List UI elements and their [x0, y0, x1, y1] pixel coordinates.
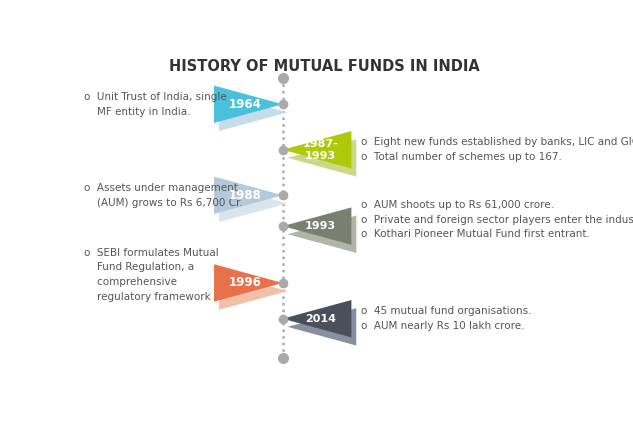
Polygon shape	[283, 131, 351, 168]
Text: 1988: 1988	[229, 189, 261, 202]
Text: o  45 mutual fund organisations.
o  AUM nearly Rs 10 lakh crore.: o 45 mutual fund organisations. o AUM ne…	[361, 306, 532, 331]
Text: 1993: 1993	[305, 221, 336, 231]
Polygon shape	[219, 273, 287, 310]
Polygon shape	[283, 208, 351, 245]
Polygon shape	[287, 308, 356, 346]
Text: o  AUM shoots up to Rs 61,000 crore.
o  Private and foreign sector players enter: o AUM shoots up to Rs 61,000 crore. o Pr…	[361, 200, 633, 239]
Polygon shape	[214, 86, 283, 123]
Text: 2014: 2014	[305, 314, 336, 324]
Polygon shape	[214, 264, 283, 302]
Polygon shape	[219, 94, 287, 131]
Text: o  Unit Trust of India, single
    MF entity in India.: o Unit Trust of India, single MF entity …	[84, 92, 227, 116]
Text: 1996: 1996	[229, 276, 261, 289]
Text: 1964: 1964	[229, 98, 261, 111]
Text: o  Assets under management
    (AUM) grows to Rs 6,700 Cr.: o Assets under management (AUM) grows to…	[84, 183, 243, 208]
Polygon shape	[287, 139, 356, 176]
Text: o  SEBI formulates Mutual
    Fund Regulation, a
    comprehensive
    regulator: o SEBI formulates Mutual Fund Regulation…	[84, 248, 219, 302]
Polygon shape	[283, 300, 351, 338]
Text: 1987-
1993: 1987- 1993	[303, 139, 339, 160]
Polygon shape	[287, 216, 356, 253]
Polygon shape	[214, 176, 283, 214]
Text: o  Eight new funds established by banks, LIC and GIC.
o  Total number of schemes: o Eight new funds established by banks, …	[361, 137, 633, 162]
Text: HISTORY OF MUTUAL FUNDS IN INDIA: HISTORY OF MUTUAL FUNDS IN INDIA	[169, 59, 480, 74]
Polygon shape	[219, 185, 287, 222]
